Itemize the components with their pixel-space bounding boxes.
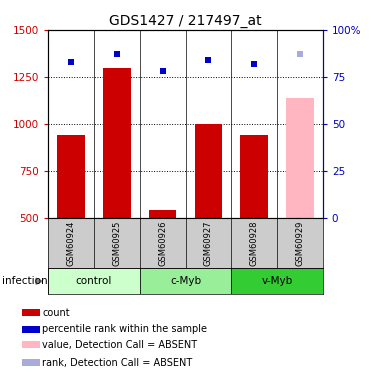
Text: value, Detection Call = ABSENT: value, Detection Call = ABSENT [42, 340, 197, 350]
Text: count: count [42, 308, 70, 318]
Bar [58, 135, 85, 218]
Bar [48, 268, 140, 294]
Text: GSM60925: GSM60925 [112, 220, 121, 266]
Bar [231, 268, 323, 294]
Bar [140, 268, 231, 294]
Text: GSM60924: GSM60924 [67, 220, 76, 266]
Text: GSM60928: GSM60928 [250, 220, 259, 266]
Text: c-Myb: c-Myb [170, 276, 201, 286]
Bar [149, 210, 176, 218]
Text: rank, Detection Call = ABSENT: rank, Detection Call = ABSENT [42, 358, 193, 368]
Bar [195, 124, 222, 218]
Bar [22, 341, 40, 348]
Text: infection: infection [2, 276, 47, 286]
Text: v-Myb: v-Myb [262, 276, 293, 286]
Bar [240, 135, 268, 218]
Bar [22, 359, 40, 366]
Text: GSM60927: GSM60927 [204, 220, 213, 266]
Bar [22, 326, 40, 333]
Text: percentile rank within the sample: percentile rank within the sample [42, 324, 207, 334]
Text: control: control [76, 276, 112, 286]
Bar [286, 98, 313, 218]
Bar [103, 68, 131, 218]
Title: GDS1427 / 217497_at: GDS1427 / 217497_at [109, 13, 262, 28]
Text: GSM60926: GSM60926 [158, 220, 167, 266]
Bar [22, 309, 40, 316]
Text: GSM60929: GSM60929 [295, 220, 304, 266]
